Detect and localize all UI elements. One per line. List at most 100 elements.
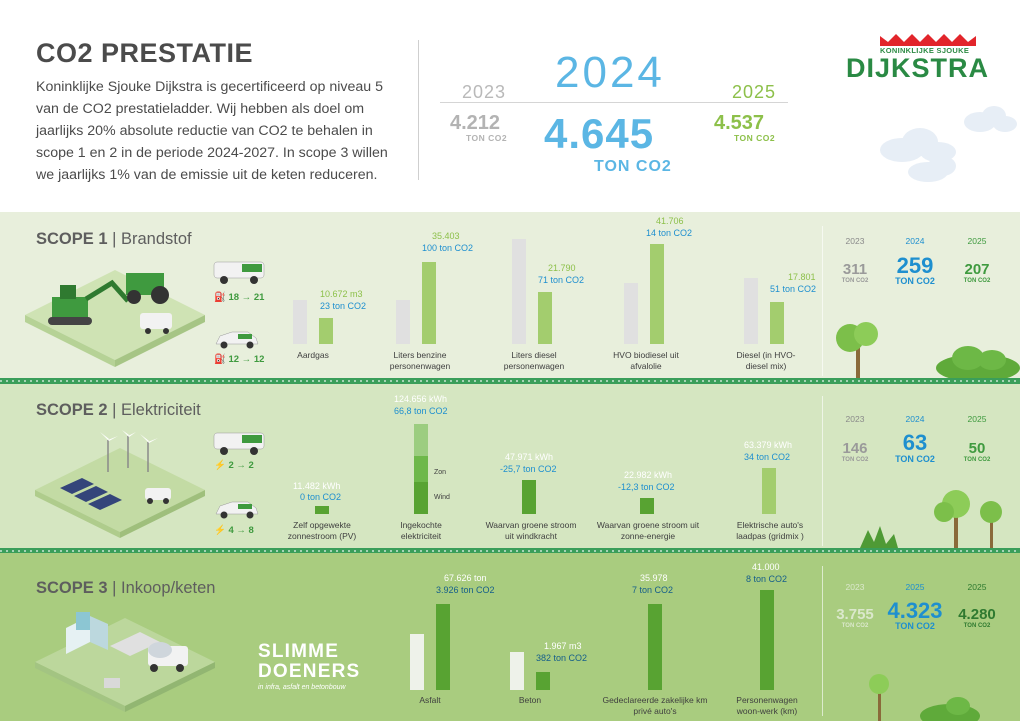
scope3-bar2-label: Beton [518, 695, 542, 705]
scope1-value1: 311 [842, 261, 868, 278]
bar-wind-2024 [522, 480, 536, 514]
scope2-bar5-label: Elektrische auto's laadpas (gridmix ) [736, 520, 804, 541]
scope2-bar2-v1: 124.656 kWh [394, 394, 448, 404]
scope3-bar2-v1: 1.967 m3 [544, 641, 582, 651]
scope2-bar5-v2: 34 ton CO2 [744, 452, 791, 462]
scope2-heading-rest: | Elektriciteit [107, 401, 201, 419]
scope2-bar1-label: Zelf opgewekte zonnestroom (PV) [287, 520, 357, 541]
header-line [440, 102, 788, 103]
scope2-vehicle1-text: 2 → 2 [228, 460, 254, 471]
bar-diesel-2024 [538, 292, 552, 344]
scope3-separator [822, 566, 823, 716]
scope1-year2: 2024 [905, 236, 925, 246]
scope1-value2: 259 [896, 253, 934, 278]
scope2-vehicle1-count: ⚡ 2 → 2 [214, 460, 254, 471]
scope1-bar2-v2: 100 ton CO2 [422, 243, 474, 253]
car-icon [215, 331, 259, 349]
scope3-heading-rest: | Inkoop/keten [107, 579, 216, 597]
unit-prev: TON CO2 [466, 133, 508, 143]
scope3-year2: 2025 [905, 582, 925, 592]
scope2-bar5-v1: 63.379 kWh [744, 440, 793, 450]
scope3-unit2: TON CO2 [895, 621, 935, 631]
scope3-year1: 2023 [845, 582, 865, 592]
header-divider [418, 40, 419, 180]
scope2-year1: 2023 [845, 414, 865, 424]
scope1-bar5-v1: 17.801 [788, 272, 816, 282]
bar-hvo-2023 [624, 283, 638, 344]
bar-zakelijke-km-2024 [648, 604, 662, 690]
scope2-bar4-v2: -12,3 ton CO2 [618, 482, 675, 492]
year-prev: 2023 [462, 82, 507, 102]
scope2-bar3-v2: -25,7 ton CO2 [500, 464, 557, 474]
scope1-bar4-v2: 14 ton CO2 [646, 228, 693, 238]
scope3-trees-illustration [869, 674, 980, 721]
bar-beton-2024 [536, 672, 550, 690]
scope2-year2: 2024 [905, 414, 925, 424]
scope1-vehicle1-text: 18 → 21 [228, 292, 265, 303]
bar-pv-2024 [315, 506, 329, 514]
scope3-bar2-v2: 382 ton CO2 [536, 653, 588, 663]
scope1-bar5-label: Diesel (in HVO-diesel mix) [736, 350, 796, 371]
bar-zon-2024 [640, 498, 654, 514]
scope1-value3: 207 [964, 261, 990, 278]
scope3-bar3-label: Gedeclareerde zakelijke km privé auto's [602, 695, 708, 716]
bar-hvo-2024 [650, 244, 664, 344]
scope1-separator [822, 226, 823, 376]
bar-aardgas-2023 [293, 300, 307, 344]
scope1-year3: 2025 [967, 236, 987, 246]
scope3-value2: 4.323 [887, 598, 943, 623]
van-icon-2 [213, 432, 265, 455]
scope1-vehicle1-count: ⛽ 18 → 21 [214, 292, 265, 303]
scope3-heading-bold: SCOPE 3 [36, 579, 108, 597]
scope1-bar3-v1: 21.790 [548, 263, 576, 273]
scope1-trees-illustration [836, 322, 1020, 378]
bar-benzine-2024 [422, 262, 436, 344]
scope1-bar3-v2: 71 ton CO2 [538, 275, 585, 285]
scope2-unit1: TON CO2 [841, 457, 869, 463]
scope2-trees-illustration [860, 490, 1002, 548]
scope2-band [0, 384, 1020, 548]
scope3-year3: 2025 [967, 582, 987, 592]
bar-woon-werk-2024 [760, 590, 774, 690]
page-title: CO2 PRESTATIE [36, 38, 254, 68]
scope1-bar1-v2: 23 ton CO2 [320, 301, 367, 311]
segment-label-wind: Wind [434, 494, 450, 501]
value-next: 4.537 [714, 112, 765, 134]
scope1-unit1: TON CO2 [841, 278, 869, 284]
scope3-value1: 3.755 [836, 606, 874, 623]
scope2-unit2: TON CO2 [895, 454, 935, 464]
scope2-energy-illustration [35, 430, 205, 538]
scope1-bar2-v1: 35.403 [432, 231, 460, 241]
bar-ingekocht-zon [414, 456, 428, 482]
scope2-bar2-label: Ingekochte elektriciteit [400, 520, 442, 541]
logo-subtitle: KONINKLIJKE SJOUKE [880, 46, 970, 55]
scope1-vehicle2-count: ⛽ 12 → 12 [214, 354, 265, 365]
year-next: 2025 [732, 82, 777, 102]
scope3-factory-illustration [35, 612, 215, 712]
bar-benzine-2023 [396, 300, 410, 344]
scope1-bar3-label: Liters diesel personenwagen [503, 350, 565, 371]
scope2-value2: 63 [902, 430, 928, 455]
scope3-bar4-v1: 41.000 [752, 562, 780, 572]
crown-logo-icon [880, 34, 976, 46]
scope2-bar1-v1: 11.482 kWh [293, 481, 341, 491]
scope3-bar3-v2: 7 ton CO2 [632, 585, 674, 595]
brand-line1: SLIMME [258, 641, 340, 662]
scope1-unit3: TON CO2 [963, 278, 991, 284]
bar-dieselmix-2024 [770, 302, 784, 344]
scope3-bar1-label: Asfalt [419, 695, 441, 705]
scope1-year1: 2023 [845, 236, 865, 246]
intro-text: Koninklijke Sjouke Dijkstra is gecertifi… [36, 79, 388, 183]
scope2-bar4-label: Waarvan groene stroom uit zonne-energie [596, 520, 700, 541]
scope1-bar4-label: HVO biodiesel uit afvalolie [613, 350, 679, 371]
car-icon-2 [215, 501, 259, 519]
segment-label-zon: Zon [434, 469, 447, 476]
scope3-value3: 4.280 [958, 606, 996, 623]
bar-diesel-2023 [512, 239, 526, 344]
bar-asfalt-2024 [436, 604, 450, 690]
scope2-unit3: TON CO2 [963, 457, 991, 463]
scope3-bar4-v2: 8 ton CO2 [746, 574, 788, 584]
scope2-bar3-label: Waarvan groene stroom uit windkracht [485, 520, 577, 541]
scope2-heading-bold: SCOPE 2 [36, 401, 108, 419]
scope2-vehicle2-text: 4 → 8 [228, 525, 254, 536]
